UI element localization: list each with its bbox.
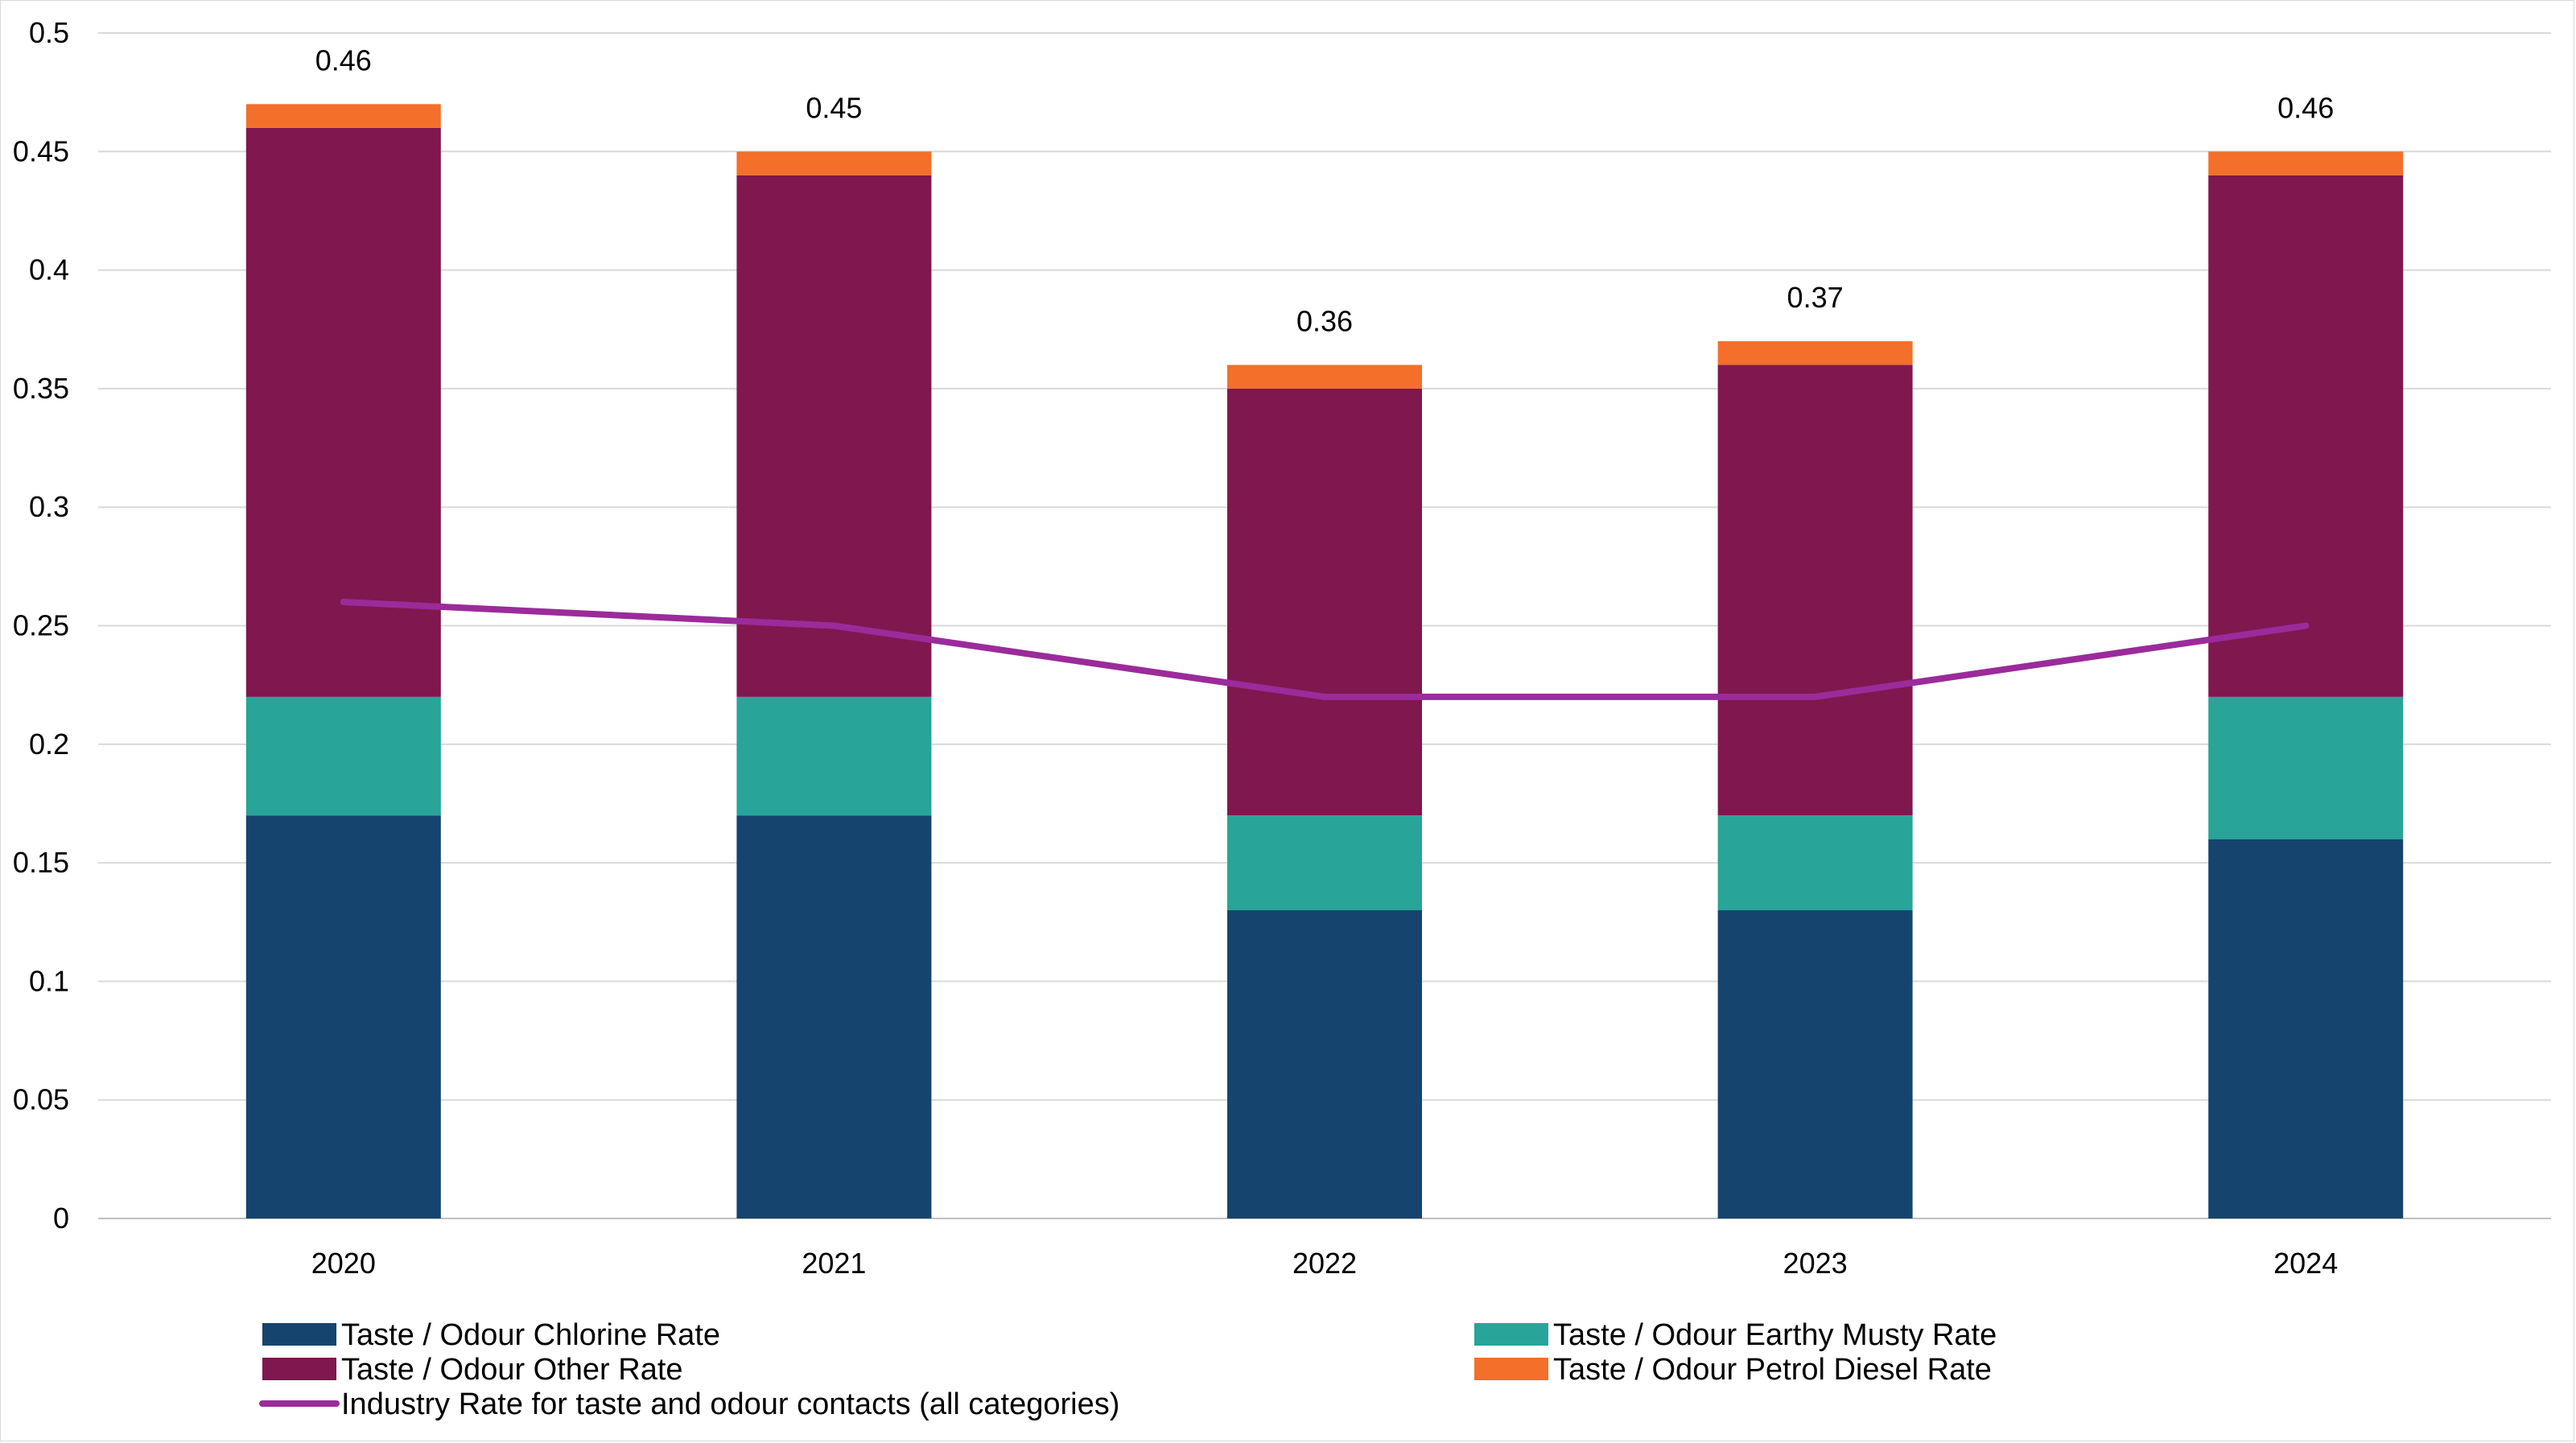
bar-segment-taste-odour-petrol-diesel-rate [1717, 340, 1913, 365]
y-tick-label: 0.2 [29, 728, 69, 761]
total-data-label: 0.46 [315, 43, 372, 76]
y-tick-label: 0.1 [29, 964, 69, 997]
legend-swatch [1474, 1323, 1548, 1346]
bar-segment-taste-odour-earthy-musty-rate [2208, 696, 2404, 839]
total-data-label: 0.37 [1787, 281, 1844, 314]
bar-segment-taste-odour-other-rate [245, 127, 441, 697]
y-tick-label: 0.45 [13, 134, 69, 167]
total-data-label: 0.36 [1296, 304, 1353, 337]
bar-segment-taste-odour-chlorine-rate [1717, 910, 1913, 1218]
y-tick-label: 0 [53, 1202, 69, 1235]
bar-segment-taste-odour-other-rate [1227, 388, 1422, 816]
bar-segment-taste-odour-chlorine-rate [1227, 910, 1422, 1218]
x-tick-label: 2021 [802, 1247, 866, 1280]
y-tick-label: 0.05 [13, 1083, 69, 1116]
bar-segment-taste-odour-petrol-diesel-rate [245, 104, 441, 128]
bar-segment-taste-odour-chlorine-rate [736, 815, 932, 1218]
bar-segment-taste-odour-chlorine-rate [2208, 839, 2404, 1218]
legend-label: Taste / Odour Other Rate [341, 1353, 683, 1387]
bar-segment-taste-odour-other-rate [1717, 365, 1913, 816]
y-tick-label: 0.25 [13, 609, 69, 642]
bar-segment-taste-odour-earthy-musty-rate [736, 696, 932, 816]
bar-segment-taste-odour-earthy-musty-rate [1717, 815, 1913, 911]
bar-segment-taste-odour-other-rate [736, 175, 932, 697]
bar-segment-taste-odour-petrol-diesel-rate [736, 151, 932, 175]
y-tick-label: 0.15 [13, 846, 69, 879]
y-tick-label: 0.35 [13, 372, 69, 405]
x-tick-label: 2024 [2273, 1247, 2338, 1280]
bar-segment-taste-odour-earthy-musty-rate [1227, 815, 1422, 911]
industry-rate-line [340, 599, 2310, 700]
bar-segment-taste-odour-petrol-diesel-rate [1227, 365, 1422, 389]
total-data-label: 0.46 [2277, 91, 2334, 124]
x-tick-label: 2023 [1783, 1247, 1848, 1280]
legend-label: Taste / Odour Earthy Musty Rate [1553, 1318, 1997, 1352]
legend-swatch [1474, 1358, 1548, 1380]
total-data-label: 0.45 [806, 91, 862, 124]
y-tick-label: 0.5 [29, 16, 69, 49]
legend-label: Taste / Odour Chlorine Rate [341, 1318, 720, 1352]
x-tick-label: 2022 [1292, 1247, 1357, 1280]
legend-swatch [262, 1358, 336, 1380]
bar-segment-taste-odour-earthy-musty-rate [245, 696, 441, 816]
y-tick-label: 0.4 [29, 254, 69, 287]
bar-segment-taste-odour-chlorine-rate [245, 815, 441, 1218]
bar-segment-taste-odour-petrol-diesel-rate [2208, 151, 2404, 175]
bar-segment-taste-odour-other-rate [2208, 175, 2404, 697]
y-tick-label: 0.3 [29, 490, 69, 523]
legend-label: Industry Rate for taste and odour contac… [341, 1387, 1119, 1421]
x-tick-label: 2020 [311, 1247, 376, 1280]
legend-swatch [262, 1323, 336, 1346]
legend-label: Taste / Odour Petrol Diesel Rate [1553, 1353, 1992, 1387]
